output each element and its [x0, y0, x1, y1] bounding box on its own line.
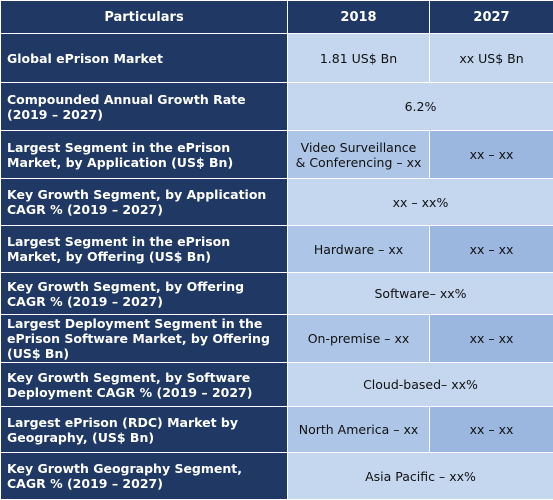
row-label: Largest Deployment Segment in the ePriso…: [0, 314, 288, 363]
table-header-row: Particulars 2018 2027: [0, 0, 553, 34]
row-label: Key Growth Segment, by Software Deployme…: [0, 362, 288, 407]
value-2027: xx US$ Bn: [429, 33, 553, 83]
table-row: Key Growth Segment, by Application CAGR …: [0, 178, 553, 226]
table-row: Key Growth Segment, by Software Deployme…: [0, 362, 553, 407]
value-2018: North America – xx: [287, 406, 430, 453]
value-2027: xx – xx: [429, 314, 553, 363]
table-row: Largest Segment in the ePrison Market, b…: [0, 130, 553, 179]
merged-value: 6.2%: [287, 82, 553, 131]
table-row: Largest Segment in the ePrison Market, b…: [0, 225, 553, 273]
table-row: Global ePrison Market 1.81 US$ Bn xx US$…: [0, 33, 553, 83]
table-row: Compounded Annual Growth Rate (2019 – 20…: [0, 82, 553, 131]
row-label: Key Growth Segment, by Application CAGR …: [0, 178, 288, 226]
row-label: Key Growth Segment, by Offering CAGR % (…: [0, 272, 288, 315]
header-2018: 2018: [287, 0, 430, 34]
value-2018: 1.81 US$ Bn: [287, 33, 430, 83]
table-row: Largest Deployment Segment in the ePriso…: [0, 314, 553, 363]
table-row: Key Growth Geography Segment, CAGR % (20…: [0, 452, 553, 500]
value-2027: xx – xx: [429, 225, 553, 273]
row-label: Compounded Annual Growth Rate (2019 – 20…: [0, 82, 288, 131]
merged-value: Asia Pacific – xx%: [287, 452, 553, 500]
table-row: Key Growth Segment, by Offering CAGR % (…: [0, 272, 553, 315]
row-label: Global ePrison Market: [0, 33, 288, 83]
value-2027: xx – xx: [429, 130, 553, 179]
value-2018: Hardware – xx: [287, 225, 430, 273]
value-2027: xx – xx: [429, 406, 553, 453]
value-2018: On-premise – xx: [287, 314, 430, 363]
header-2027: 2027: [429, 0, 553, 34]
value-2018: Video Surveillance & Conferencing – xx: [287, 130, 430, 179]
merged-value: xx – xx%: [287, 178, 553, 226]
row-label: Largest ePrison (RDC) Market by Geograph…: [0, 406, 288, 453]
row-label: Largest Segment in the ePrison Market, b…: [0, 130, 288, 179]
merged-value: Software– xx%: [287, 272, 553, 315]
row-label: Key Growth Geography Segment, CAGR % (20…: [0, 452, 288, 500]
table-row: Largest ePrison (RDC) Market by Geograph…: [0, 406, 553, 453]
header-particulars: Particulars: [0, 0, 288, 34]
merged-value: Cloud-based– xx%: [287, 362, 553, 407]
row-label: Largest Segment in the ePrison Market, b…: [0, 225, 288, 273]
